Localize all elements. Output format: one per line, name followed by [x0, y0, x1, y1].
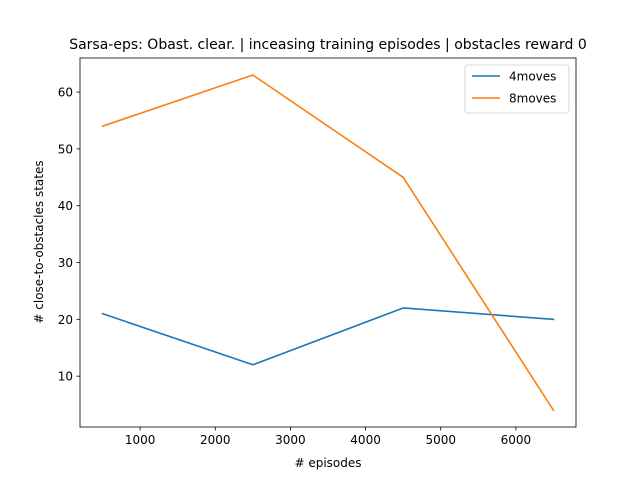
y-tick-label: 60 [58, 86, 73, 100]
x-tick-label: 1000 [125, 433, 156, 447]
x-tick-label: 6000 [501, 433, 532, 447]
x-tick-label: 3000 [275, 433, 306, 447]
plot-frame [79, 57, 577, 428]
series-line-8moves [101, 74, 555, 412]
legend-label-4moves: 4moves [509, 70, 556, 84]
y-tick-label: 30 [58, 256, 73, 270]
series-line-4moves [101, 307, 555, 366]
x-tick-label: 4000 [350, 433, 381, 447]
chart-title: Sarsa-eps: Obast. clear. | inceasing tra… [69, 37, 587, 53]
y-axis-label: # close-to-obstacles states [32, 160, 46, 323]
legend: 4moves 8moves [464, 64, 570, 114]
legend-label-8moves: 8moves [509, 92, 556, 106]
y-tick-label: 40 [58, 199, 73, 213]
y-tick-label: 50 [58, 142, 73, 156]
x-tick-label: 2000 [200, 433, 231, 447]
x-axis-label: # episodes [294, 456, 361, 470]
y-tick-label: 20 [58, 313, 73, 327]
legend-box [464, 64, 570, 114]
x-tick-label: 5000 [425, 433, 456, 447]
y-tick-label: 10 [58, 370, 73, 384]
